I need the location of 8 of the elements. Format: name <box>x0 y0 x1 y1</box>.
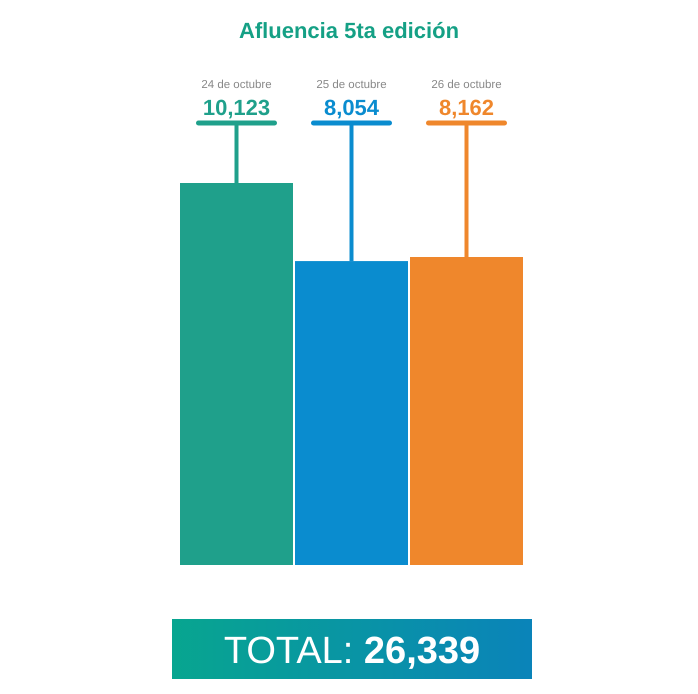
data-label: 10,123 <box>202 95 270 120</box>
data-label: 8,054 <box>324 95 380 120</box>
x-tick-label: 26 de octubre <box>431 79 502 91</box>
x-tick-label: 25 de octubre <box>316 79 387 91</box>
data-label: 8,162 <box>438 95 494 120</box>
x-tick-label: 24 de octubre <box>201 79 272 91</box>
chart-title: Afluencia 5ta edición <box>238 18 460 43</box>
text: TOTAL: 26,339 <box>224 630 480 672</box>
